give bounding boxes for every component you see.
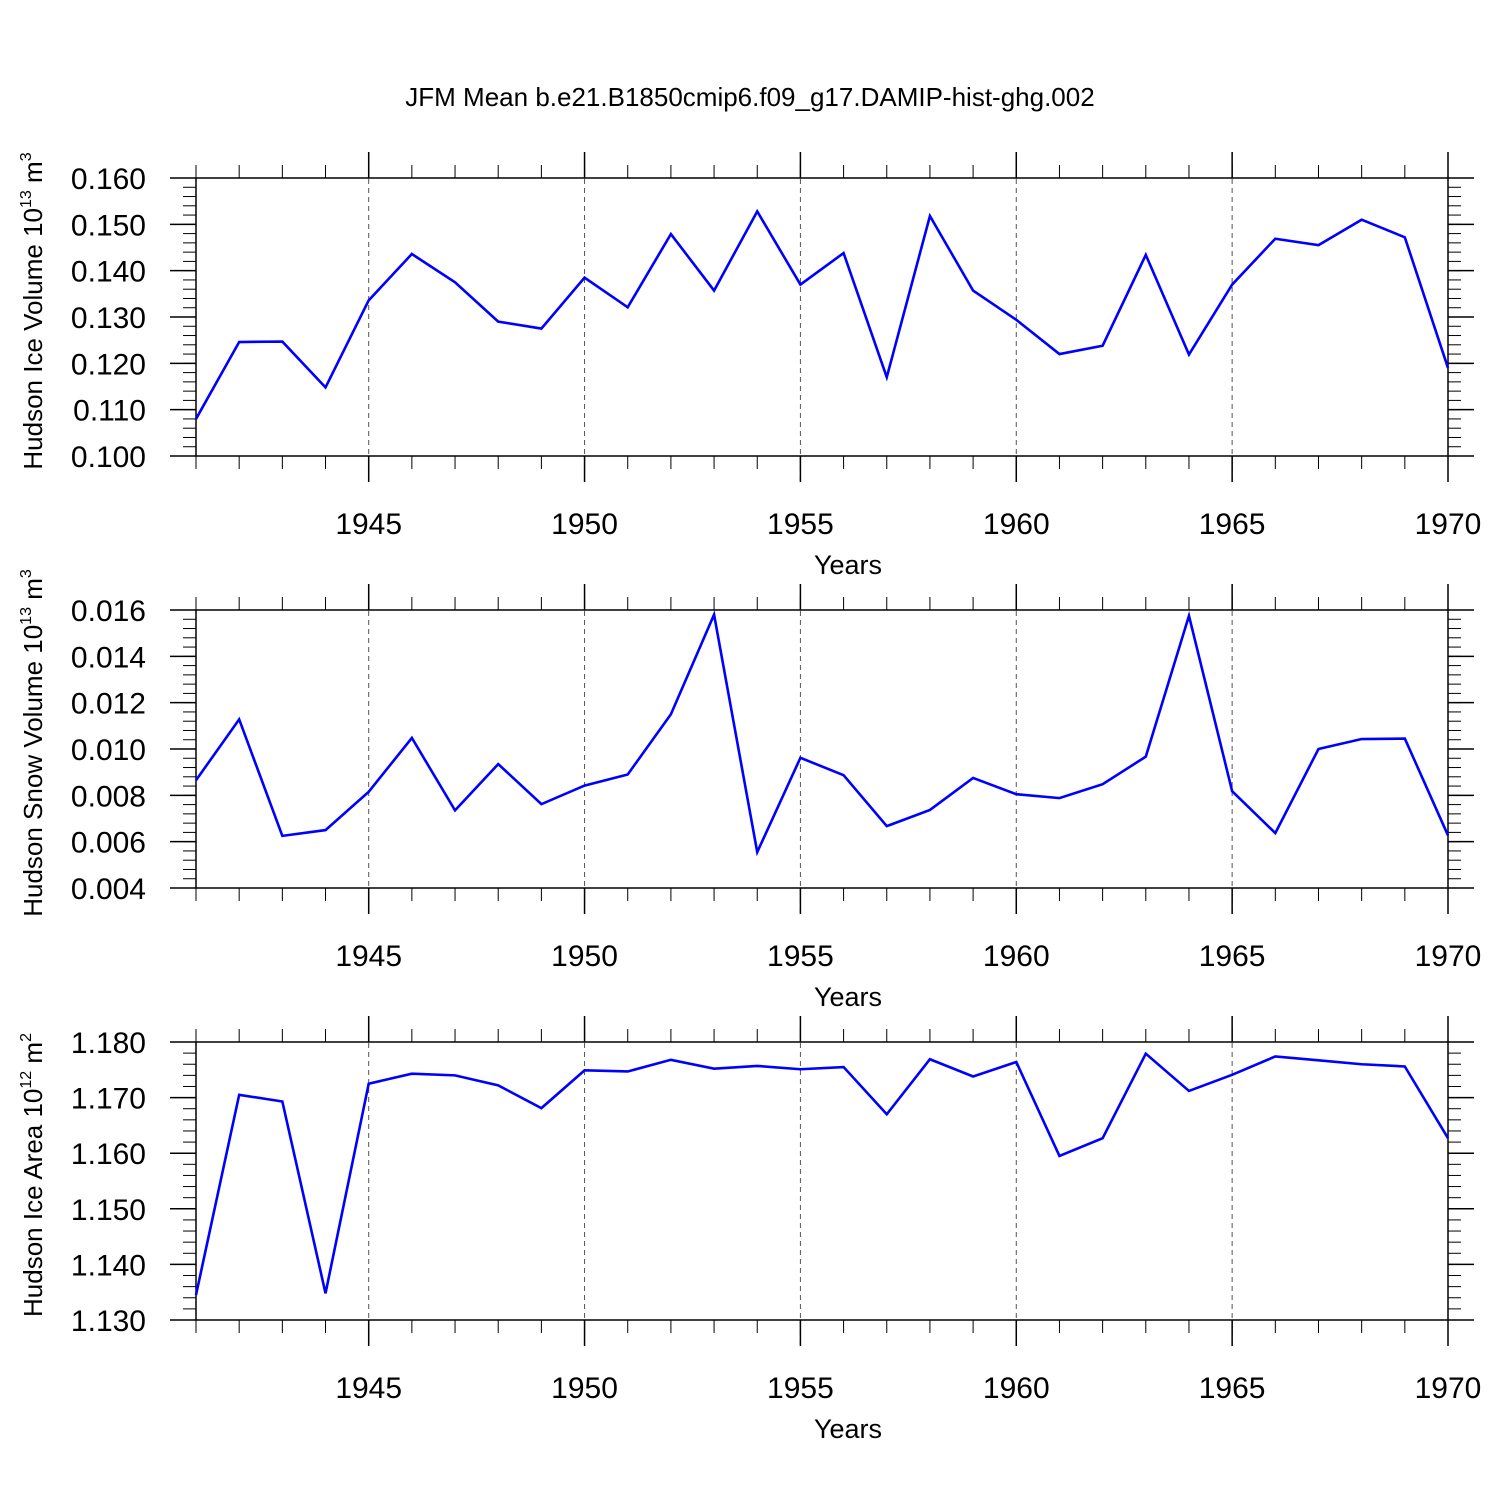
series-line — [194, 208, 1450, 420]
x-tick-label: 1960 — [983, 1372, 1050, 1405]
x-tick-label: 1960 — [983, 508, 1050, 541]
y-axis-label: Hudson Snow Volume 1013 m3 — [18, 569, 48, 917]
x-tick-label: 1955 — [767, 508, 834, 541]
x-axis-label: Years — [814, 982, 882, 1012]
x-tick-label: 1970 — [1415, 940, 1482, 973]
plot-frame — [195, 1041, 1449, 1321]
y-tick-label: 0.008 — [71, 780, 146, 813]
x-axis-label: Years — [814, 550, 882, 580]
plot-frame — [195, 177, 1449, 457]
x-tick-label: 1945 — [335, 1372, 402, 1405]
y-tick-label: 1.130 — [71, 1305, 146, 1338]
y-tick-label: 0.110 — [73, 395, 146, 428]
x-tick-label: 1960 — [983, 940, 1050, 973]
panel-1: 1945 1950 1955 1960 1965 1970 Years 0.100 0.110 0… — [18, 152, 1481, 580]
x-tick-label: 1965 — [1199, 940, 1266, 973]
y-tick-label: 1.150 — [71, 1194, 146, 1227]
series-line — [194, 1051, 1450, 1296]
series-line — [194, 610, 1450, 857]
y-tick-label: 0.160 — [71, 163, 146, 196]
y-tick-label: 1.160 — [71, 1138, 146, 1171]
y-axis-label: Hudson Ice Volume 1013 m3 — [18, 152, 48, 469]
y-tick-label: 0.006 — [71, 827, 146, 860]
x-tick-label: 1970 — [1415, 508, 1482, 541]
x-tick-label: 1950 — [551, 940, 618, 973]
x-axis-label: Years — [814, 1414, 882, 1444]
plot-frame — [195, 609, 1449, 889]
y-axis-label: Hudson Ice Area 1012 m2 — [18, 1033, 48, 1317]
y-tick-label: 0.140 — [71, 256, 146, 289]
y-tick-label: 0.130 — [71, 302, 146, 335]
x-tick-label: 1965 — [1199, 1372, 1266, 1405]
y-tick-label: 0.004 — [71, 873, 146, 906]
panel-2: 1945 1950 1955 1960 1965 1970 Years 0.004 0.006 0… — [18, 569, 1481, 1012]
panels-group: 1945 1950 1955 1960 1965 1970 Years 0.100 0.110 0… — [18, 152, 1481, 1444]
y-tick-label: 1.180 — [71, 1027, 146, 1060]
x-tick-label: 1965 — [1199, 508, 1266, 541]
x-tick-label: 1945 — [335, 508, 402, 541]
y-tick-label: 0.012 — [71, 688, 146, 721]
y-tick-label: 0.120 — [71, 348, 146, 381]
x-tick-label: 1950 — [551, 1372, 618, 1405]
x-tick-label: 1970 — [1415, 1372, 1482, 1405]
panel-3: 1945 1950 1955 1960 1965 1970 Years 1.130 1.140 1… — [18, 1016, 1481, 1444]
y-tick-label: 0.100 — [71, 441, 146, 474]
y-tick-label: 1.170 — [71, 1083, 146, 1116]
x-tick-label: 1950 — [551, 508, 618, 541]
y-tick-label: 0.150 — [71, 209, 146, 242]
x-tick-label: 1955 — [767, 1372, 834, 1405]
y-tick-label: 0.014 — [71, 641, 146, 674]
chart-title: JFM Mean b.e21.B1850cmip6.f09_g17.DAMIP-… — [405, 82, 1094, 112]
x-tick-label: 1945 — [335, 940, 402, 973]
y-tick-label: 0.010 — [71, 734, 146, 767]
y-tick-label: 0.016 — [71, 595, 146, 628]
y-tick-label: 1.140 — [71, 1249, 146, 1282]
x-tick-label: 1955 — [767, 940, 834, 973]
